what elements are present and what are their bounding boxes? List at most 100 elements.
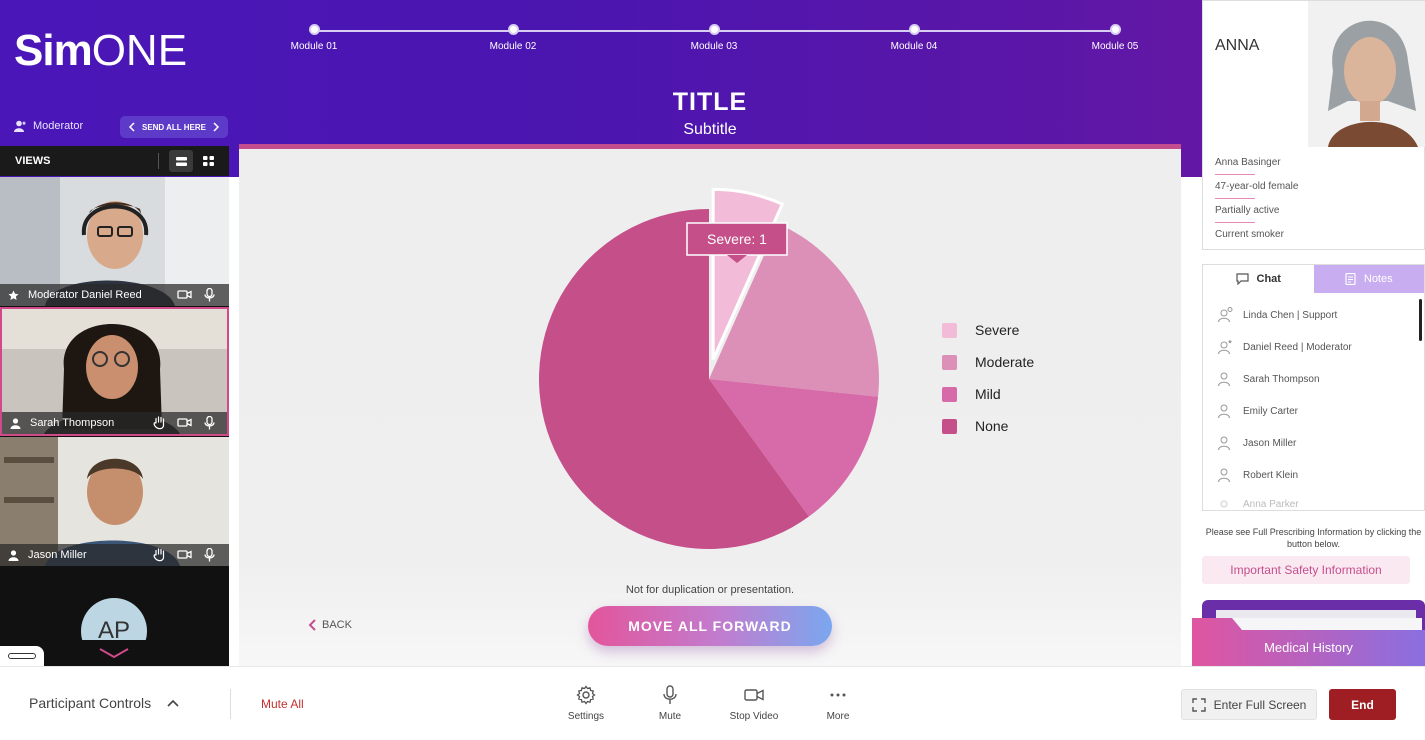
settings-button[interactable]: Settings <box>546 685 626 722</box>
medical-history-label: Medical History <box>1264 640 1353 655</box>
tab-notes[interactable]: Notes <box>1313 265 1424 293</box>
patient-photo <box>1308 1 1425 147</box>
mute-button[interactable]: Mute <box>630 685 710 722</box>
module-step-4[interactable]: Module 04 <box>834 24 994 52</box>
star-icon <box>8 290 19 300</box>
tab-chat[interactable]: Chat <box>1203 265 1314 293</box>
pie-slice-moderate[interactable] <box>709 223 879 397</box>
raise-hand-icon[interactable] <box>153 416 166 430</box>
gear-icon <box>576 685 596 705</box>
list-item[interactable]: Sarah Thompson <box>1217 363 1352 395</box>
list-view-button[interactable] <box>169 150 193 172</box>
more-button[interactable]: More <box>798 685 878 722</box>
list-view-icon <box>175 156 187 166</box>
camera-icon[interactable] <box>177 416 192 429</box>
medical-history-folder[interactable]: Medical History <box>1192 600 1425 666</box>
chevron-left-icon <box>308 619 316 631</box>
participant-name: Jason Miller <box>28 549 87 561</box>
views-bar: VIEWS <box>0 146 229 176</box>
video-tile-moderator[interactable]: Moderator Daniel Reed <box>0 177 229 306</box>
fullscreen-icon <box>1191 697 1206 712</box>
tooltip-text: Severe: 1 <box>707 231 767 247</box>
chevron-right-icon <box>213 122 220 132</box>
legend-item-severe[interactable]: Severe <box>942 314 1034 346</box>
chart-legend: Severe Moderate Mild None <box>942 314 1034 442</box>
mute-all-button[interactable]: Mute All <box>261 697 304 711</box>
legend-item-moderate[interactable]: Moderate <box>942 346 1034 378</box>
list-item[interactable]: Jason Miller <box>1217 427 1352 459</box>
pie-slice-mild[interactable] <box>709 379 879 517</box>
stop-video-button[interactable]: Stop Video <box>714 685 794 722</box>
panel-toggle-button[interactable] <box>0 646 44 666</box>
legend-item-mild[interactable]: Mild <box>942 378 1034 410</box>
module-step-1[interactable]: Module 01 <box>234 24 394 52</box>
footer-toolbar: Participant Controls Mute All Settings M… <box>0 666 1425 740</box>
microphone-icon[interactable] <box>204 416 215 430</box>
list-item[interactable]: Linda Chen | Support <box>1217 299 1352 331</box>
patient-age-gender: 47-year-old female <box>1215 181 1299 192</box>
moderator-role: Moderator <box>14 120 83 132</box>
moderator-user-icon <box>1218 339 1232 355</box>
scrollbar[interactable] <box>1419 299 1422 341</box>
end-button[interactable]: End <box>1329 689 1396 720</box>
microphone-icon[interactable] <box>204 288 215 302</box>
participant-name: Moderator Daniel Reed <box>28 289 142 301</box>
page-subtitle: Subtitle <box>683 121 737 138</box>
pie-chart: Severe: 1 <box>539 187 879 549</box>
send-all-here-button[interactable]: SEND ALL HERE <box>120 116 228 138</box>
disclaimer-text: Not for duplication or presentation. <box>625 584 795 596</box>
patient-full-name: Anna Basinger <box>1215 157 1281 168</box>
user-icon <box>1218 436 1230 451</box>
user-icon <box>10 417 21 429</box>
support-user-icon <box>1218 307 1233 323</box>
user-icon <box>8 549 19 561</box>
pie-slice-none[interactable] <box>539 209 809 549</box>
participant-list: Linda Chen | Support Daniel Reed | Moder… <box>1217 299 1352 509</box>
toggle-icon <box>8 653 36 659</box>
grid-view-icon <box>202 156 214 166</box>
video-tile-label-bar: Jason Miller <box>0 544 229 566</box>
views-label: VIEWS <box>15 155 51 167</box>
list-item[interactable]: Anna Parker <box>1217 491 1352 509</box>
more-dots-icon <box>830 693 846 697</box>
video-tile-sarah[interactable]: Sarah Thompson <box>0 307 229 436</box>
participant-name: Sarah Thompson <box>30 417 115 429</box>
microphone-icon <box>663 685 677 704</box>
simone-logo: SimONE <box>14 26 188 75</box>
video-tiles: Moderator Daniel Reed Sarah Thompson <box>0 177 229 666</box>
chat-panel: Chat Notes Linda Chen | Support Daniel R… <box>1202 264 1425 511</box>
patient-activity: Partially active <box>1215 205 1280 216</box>
user-icon <box>1220 500 1228 508</box>
patient-smoking: Current smoker <box>1215 229 1284 240</box>
module-step-2[interactable]: Module 02 <box>433 24 593 52</box>
enter-full-screen-button[interactable]: Enter Full Screen <box>1181 689 1317 720</box>
list-item[interactable]: Daniel Reed | Moderator <box>1217 331 1352 363</box>
list-item[interactable]: Emily Carter <box>1217 395 1352 427</box>
page-title: TITLE <box>672 88 748 116</box>
legend-item-none[interactable]: None <box>942 410 1034 442</box>
chevron-left-icon <box>128 122 135 132</box>
participant-controls-toggle[interactable]: Participant Controls <box>29 695 179 711</box>
notes-icon <box>1345 273 1356 285</box>
patient-profile-card: ANNA Anna Basinger 47-year-old female Pa… <box>1202 0 1425 250</box>
prescribing-info-note: Please see Full Prescribing Information … <box>1205 527 1422 549</box>
user-icon <box>14 120 26 132</box>
chart-tooltip: Severe: 1 <box>686 222 788 263</box>
video-camera-icon <box>744 689 764 701</box>
camera-icon[interactable] <box>177 288 192 301</box>
move-all-forward-button[interactable]: MOVE ALL FORWARD <box>588 606 832 646</box>
microphone-icon[interactable] <box>204 548 215 562</box>
chat-bubble-icon <box>1235 273 1249 285</box>
module-step-3[interactable]: Module 03 <box>634 24 794 52</box>
chat-tabs: Chat Notes <box>1203 265 1424 293</box>
list-item[interactable]: Robert Klein <box>1217 459 1352 491</box>
user-icon <box>1218 468 1230 483</box>
important-safety-information-button[interactable]: Important Safety Information <box>1202 556 1410 584</box>
raise-hand-icon[interactable] <box>153 548 166 562</box>
patient-name: ANNA <box>1215 37 1260 54</box>
back-button[interactable]: BACK <box>308 619 352 631</box>
video-tile-jason[interactable]: Jason Miller <box>0 437 229 566</box>
grid-view-button[interactable] <box>196 150 220 172</box>
camera-icon[interactable] <box>177 548 192 561</box>
module-step-5[interactable]: Module 05 <box>1035 24 1195 52</box>
